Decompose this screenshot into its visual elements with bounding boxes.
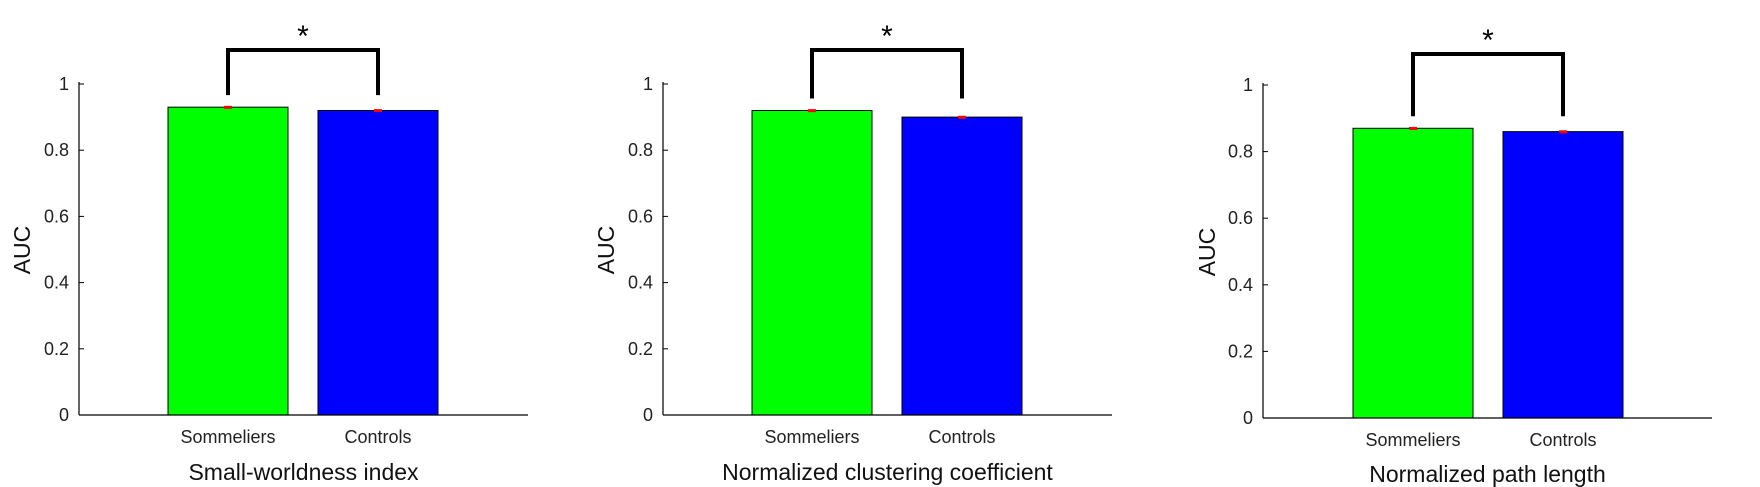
- x-tick-label-controls-panel-2: Controls: [928, 427, 995, 447]
- y-tick-label-panel-1: 0: [59, 405, 69, 425]
- bar-controls-panel-1: [317, 109, 439, 416]
- error-bar-sommeliers-panel-2: [808, 109, 816, 113]
- y-tick-label-panel-2: 0.4: [628, 273, 653, 293]
- y-tick-label-panel-1: 0.8: [44, 140, 69, 160]
- y-tick-label-panel-1: 0.2: [44, 339, 69, 359]
- x-axis-label-panel-1: Small-worldness index: [188, 459, 419, 485]
- error-bar-sommeliers-panel-1: [224, 105, 232, 109]
- y-tick-label-panel-2: 0.2: [628, 339, 653, 359]
- significance-bracket-panel-1: [226, 48, 380, 96]
- error-bar-controls-panel-1: [374, 109, 382, 113]
- x-tick-label-sommeliers-panel-1: Sommeliers: [180, 427, 275, 447]
- y-axis-label-panel-2: AUC: [593, 226, 619, 275]
- x-tick-label-sommeliers-panel-3: Sommeliers: [1365, 430, 1460, 450]
- y-tick-label-panel-3: 0.2: [1228, 341, 1253, 361]
- y-tick-label-panel-2: 1: [643, 74, 653, 94]
- x-tick-label-sommeliers-panel-2: Sommeliers: [764, 427, 859, 447]
- bar-sommeliers-panel-3: [1352, 127, 1474, 419]
- x-tick-label-controls-panel-1: Controls: [344, 427, 411, 447]
- y-tick-label-panel-3: 1: [1243, 75, 1253, 95]
- significance-marker-panel-1: *: [297, 20, 309, 53]
- x-axis-label-panel-3: Normalized path length: [1369, 461, 1606, 487]
- significance-bracket-panel-3: [1411, 52, 1565, 117]
- y-axis-label-panel-1: AUC: [9, 226, 35, 275]
- y-axis-label-panel-3: AUC: [1194, 228, 1220, 277]
- bar-controls-panel-3: [1502, 131, 1624, 419]
- significance-marker-panel-2: *: [881, 20, 893, 53]
- y-tick-label-panel-2: 0.8: [628, 140, 653, 160]
- significance-bracket-panel-2: [810, 48, 964, 99]
- y-tick-label-panel-2: 0.6: [628, 206, 653, 226]
- y-tick-label-panel-3: 0: [1243, 408, 1253, 428]
- y-tick-label-panel-3: 0.8: [1228, 142, 1253, 162]
- y-tick-label-panel-3: 0.4: [1228, 275, 1253, 295]
- y-tick-label-panel-1: 1: [59, 74, 69, 94]
- significance-marker-panel-3: *: [1482, 24, 1494, 57]
- x-axis-label-panel-2: Normalized clustering coefficient: [722, 459, 1053, 485]
- error-bar-controls-panel-3: [1559, 130, 1567, 134]
- y-tick-label-panel-2: 0: [643, 405, 653, 425]
- x-tick-label-controls-panel-3: Controls: [1529, 430, 1596, 450]
- error-bar-controls-panel-2: [958, 115, 966, 119]
- bar-controls-panel-2: [901, 116, 1023, 416]
- y-tick-label-panel-1: 0.6: [44, 206, 69, 226]
- y-tick-label-panel-1: 0.4: [44, 273, 69, 293]
- error-bar-sommeliers-panel-3: [1409, 126, 1417, 130]
- bar-sommeliers-panel-1: [167, 106, 289, 416]
- bar-sommeliers-panel-2: [751, 109, 873, 416]
- y-tick-label-panel-3: 0.6: [1228, 208, 1253, 228]
